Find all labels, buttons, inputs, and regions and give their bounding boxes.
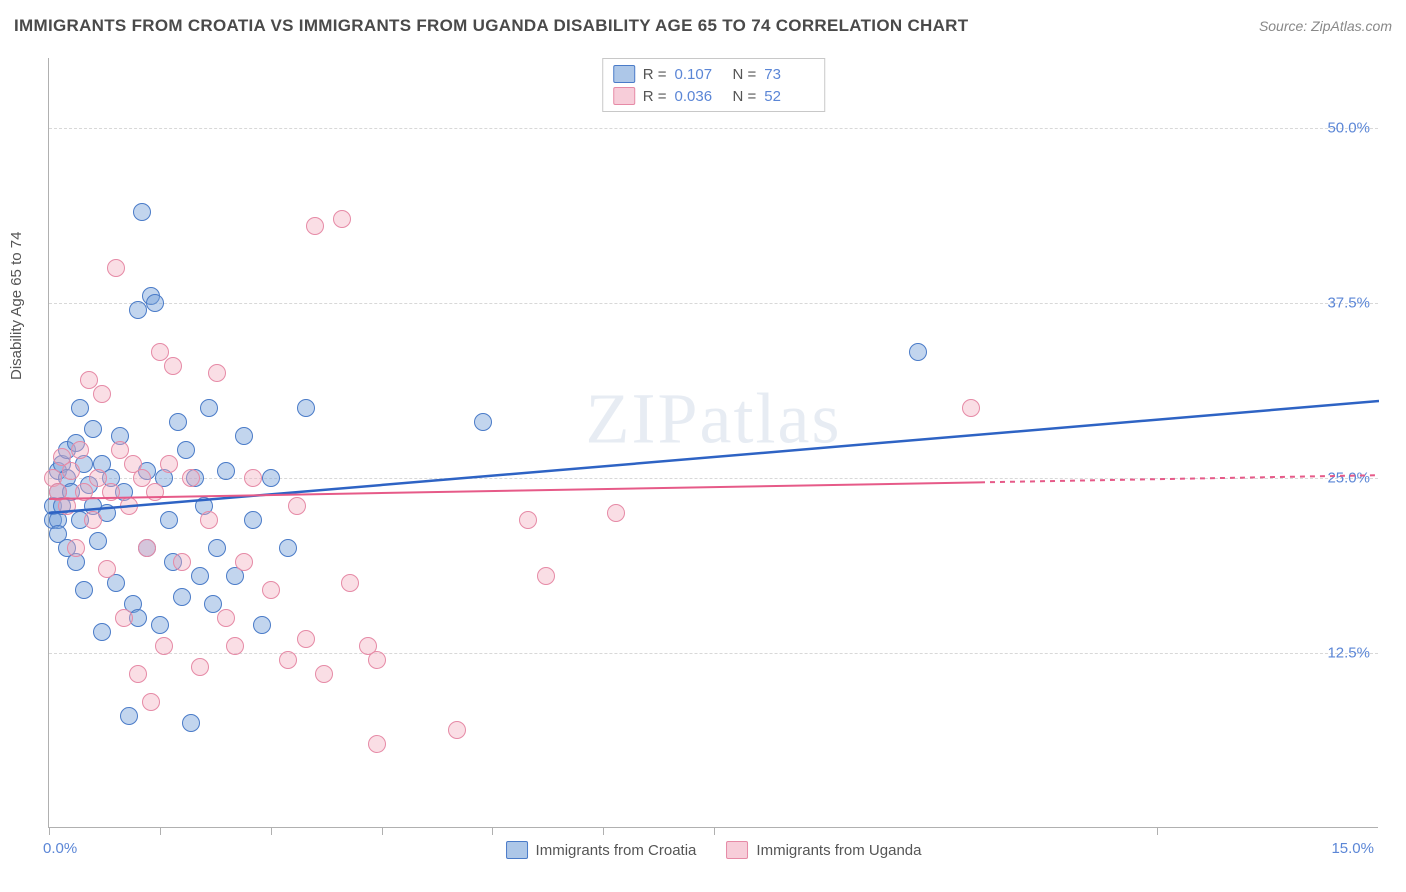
chart-plot-area: ZIPatlas R = 0.107 N = 73 R = 0.036 N = … <box>48 58 1378 828</box>
legend-item-uganda: Immigrants from Uganda <box>726 841 921 859</box>
x-tick <box>492 827 493 835</box>
y-axis-label: Disability Age 65 to 74 <box>8 232 25 380</box>
legend-label-uganda: Immigrants from Uganda <box>756 842 921 859</box>
x-tick <box>160 827 161 835</box>
legend-item-croatia: Immigrants from Croatia <box>506 841 697 859</box>
swatch-blue-icon <box>506 841 528 859</box>
swatch-pink-icon <box>726 841 748 859</box>
trendlines-layer <box>49 58 1379 828</box>
x-tick <box>603 827 604 835</box>
source-label: Source: ZipAtlas.com <box>1259 18 1392 34</box>
x-tick <box>271 827 272 835</box>
series-legend: Immigrants from Croatia Immigrants from … <box>506 841 922 859</box>
x-tick-last: 15.0% <box>1331 840 1374 857</box>
x-tick <box>382 827 383 835</box>
x-tick <box>714 827 715 835</box>
x-tick <box>49 827 50 835</box>
legend-label-croatia: Immigrants from Croatia <box>536 842 697 859</box>
chart-title: IMMIGRANTS FROM CROATIA VS IMMIGRANTS FR… <box>14 16 968 36</box>
x-tick-first: 0.0% <box>43 840 77 857</box>
x-tick <box>1157 827 1158 835</box>
